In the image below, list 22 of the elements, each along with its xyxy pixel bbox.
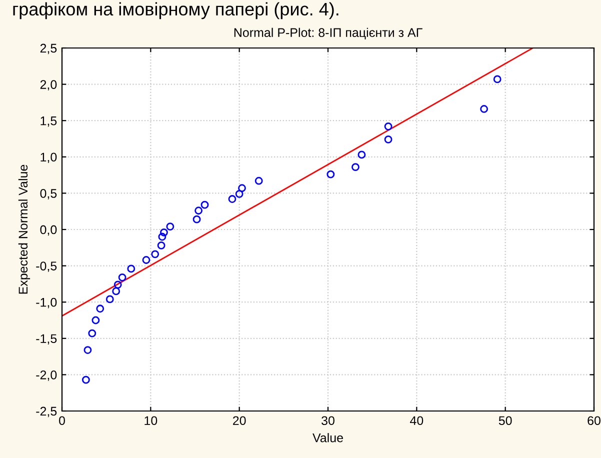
y-tick-label: 1,5 <box>40 116 57 127</box>
x-tick-label: 10 <box>144 416 158 426</box>
y-tick-label: -0,5 <box>36 262 57 272</box>
y-tick-label: -1,5 <box>36 334 57 345</box>
y-tick-label: -1,0 <box>36 298 57 308</box>
y-tick-label: 2,5 <box>40 44 57 54</box>
x-tick-label: 30 <box>322 416 334 426</box>
x-tick-label: 50 <box>498 416 512 426</box>
x-tick-label: 20 <box>233 416 246 426</box>
y-tick-label: -2,0 <box>36 370 57 381</box>
chart-title: Normal P-Plot: 8-ІП пацієнти з АГ <box>234 28 422 40</box>
x-axis-title: Value <box>312 433 343 442</box>
text: графіком на імовірному папері (рис. 4). <box>13 2 338 20</box>
y-tick-label: 1,0 <box>40 152 57 164</box>
y-tick-label: 2,0 <box>40 80 57 90</box>
x-tick-label: 0 <box>59 416 65 426</box>
y-tick-label: 0,0 <box>40 225 57 236</box>
y-axis-title: Expected Normal Value <box>18 164 30 294</box>
x-tick-label: 40 <box>410 416 424 426</box>
y-tick-label: -2,5 <box>36 406 57 418</box>
y-tick-label: 0,5 <box>40 189 57 200</box>
x-tick-label: 60 <box>588 416 600 426</box>
